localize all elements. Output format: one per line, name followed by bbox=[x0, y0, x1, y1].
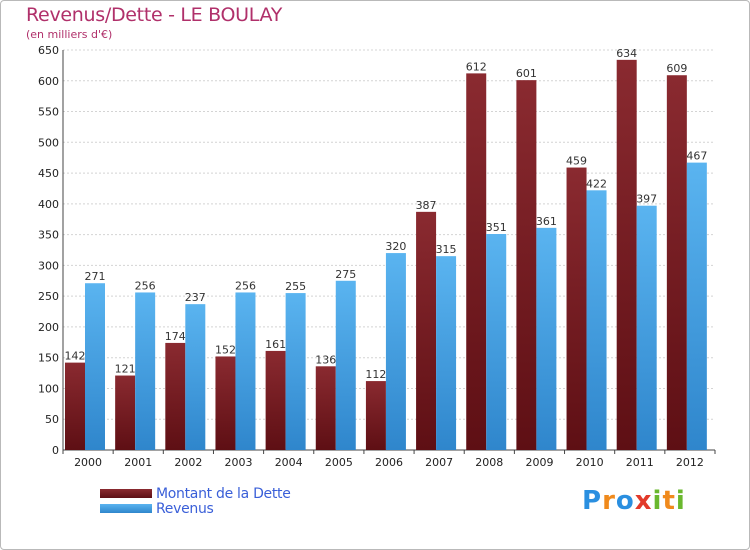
bar-revenus bbox=[385, 253, 406, 450]
data-label-revenus: 467 bbox=[686, 150, 707, 163]
bar-dette bbox=[65, 362, 85, 450]
logo-letter: o bbox=[615, 486, 635, 516]
bar-revenus bbox=[586, 190, 607, 451]
y-tick-label: 100 bbox=[38, 382, 59, 395]
data-label-revenus: 422 bbox=[586, 177, 607, 190]
bar-dette bbox=[666, 75, 687, 450]
logo-letter: t bbox=[662, 486, 676, 516]
data-label-revenus: 361 bbox=[536, 215, 557, 228]
x-tick-label: 2007 bbox=[425, 456, 453, 469]
bar-dette bbox=[215, 356, 236, 450]
data-label-dette: 152 bbox=[215, 343, 236, 356]
data-label-revenus: 256 bbox=[135, 279, 156, 292]
data-label-revenus: 315 bbox=[436, 243, 457, 256]
bar-revenus bbox=[636, 205, 657, 450]
bar-dette bbox=[516, 80, 537, 451]
data-label-dette: 387 bbox=[416, 199, 437, 212]
chart-subtitle: (en milliers d'€) bbox=[26, 28, 113, 41]
x-tick-label: 2001 bbox=[124, 456, 152, 469]
data-label-revenus: 320 bbox=[385, 240, 406, 253]
bar-dette bbox=[315, 366, 336, 450]
bar-dette bbox=[265, 350, 286, 450]
x-tick-label: 2002 bbox=[174, 456, 202, 469]
bar-dette bbox=[566, 167, 587, 451]
x-tick-label: 2005 bbox=[325, 456, 353, 469]
data-label-revenus: 397 bbox=[636, 193, 657, 206]
data-label-dette: 174 bbox=[165, 330, 186, 343]
logo-letter: P bbox=[582, 486, 603, 516]
bar-revenus bbox=[536, 227, 557, 450]
bar-dette bbox=[416, 211, 437, 450]
bar-dette bbox=[115, 375, 136, 450]
x-tick-label: 2004 bbox=[275, 456, 303, 469]
bar-dette bbox=[616, 59, 637, 450]
data-label-dette: 136 bbox=[315, 353, 336, 366]
y-tick-label: 400 bbox=[38, 198, 59, 211]
y-tick-label: 300 bbox=[38, 259, 59, 272]
x-tick-label: 2006 bbox=[375, 456, 403, 469]
data-label-revenus: 275 bbox=[335, 268, 356, 281]
bar-revenus bbox=[85, 283, 105, 450]
chart-title: Revenus/Dette - LE BOULAY bbox=[26, 4, 283, 26]
y-tick-label: 0 bbox=[52, 444, 59, 457]
data-label-dette: 142 bbox=[65, 350, 86, 363]
bar-dette bbox=[365, 381, 386, 450]
y-tick-label: 600 bbox=[38, 75, 59, 88]
bar-revenus bbox=[235, 292, 256, 450]
data-label-revenus: 351 bbox=[486, 221, 507, 234]
legend-swatch-dette bbox=[100, 489, 152, 498]
bar-revenus bbox=[185, 304, 206, 450]
bar-revenus bbox=[486, 234, 507, 450]
bar-revenus bbox=[285, 293, 306, 450]
legend-label-revenus: Revenus bbox=[156, 501, 214, 517]
y-tick-label: 500 bbox=[38, 136, 59, 149]
x-tick-label: 2008 bbox=[475, 456, 503, 469]
data-label-dette: 601 bbox=[516, 67, 537, 80]
bar-revenus bbox=[436, 256, 457, 450]
logo-letter: r bbox=[602, 486, 616, 516]
y-tick-label: 250 bbox=[38, 290, 59, 303]
y-tick-label: 50 bbox=[45, 413, 59, 426]
logo-letter: x bbox=[634, 486, 653, 516]
bar-revenus bbox=[335, 280, 356, 450]
data-label-dette: 161 bbox=[265, 338, 286, 351]
y-tick-label: 150 bbox=[38, 352, 59, 365]
bar-revenus bbox=[135, 292, 156, 450]
data-label-dette: 459 bbox=[566, 155, 587, 168]
x-tick-label: 2012 bbox=[676, 456, 704, 469]
data-label-dette: 612 bbox=[466, 60, 487, 73]
y-tick-label: 550 bbox=[38, 106, 59, 119]
bar-revenus bbox=[686, 162, 707, 450]
x-tick-label: 2011 bbox=[626, 456, 654, 469]
x-tick-label: 2009 bbox=[525, 456, 553, 469]
logo-letter: i bbox=[652, 486, 663, 516]
bar-dette bbox=[466, 73, 487, 450]
x-tick-label: 2000 bbox=[74, 456, 102, 469]
data-label-dette: 121 bbox=[115, 363, 136, 376]
data-label-dette: 609 bbox=[666, 62, 687, 75]
logo-letter: i bbox=[675, 486, 686, 516]
data-label-revenus: 271 bbox=[85, 270, 106, 283]
data-label-revenus: 255 bbox=[285, 280, 306, 293]
y-tick-label: 200 bbox=[38, 321, 59, 334]
y-tick-label: 450 bbox=[38, 167, 59, 180]
legend-swatch-revenus bbox=[100, 504, 152, 513]
y-tick-label: 350 bbox=[38, 229, 59, 242]
data-label-dette: 634 bbox=[616, 47, 637, 60]
bar-dette bbox=[165, 342, 186, 450]
data-label-revenus: 256 bbox=[235, 279, 256, 292]
data-label-revenus: 237 bbox=[185, 291, 206, 304]
proxiti-logo: Proxiti bbox=[582, 486, 686, 516]
y-tick-label: 650 bbox=[38, 44, 59, 57]
data-label-dette: 112 bbox=[365, 368, 386, 381]
legend-label-dette: Montant de la Dette bbox=[156, 486, 291, 502]
x-tick-label: 2003 bbox=[225, 456, 253, 469]
x-tick-label: 2010 bbox=[576, 456, 604, 469]
